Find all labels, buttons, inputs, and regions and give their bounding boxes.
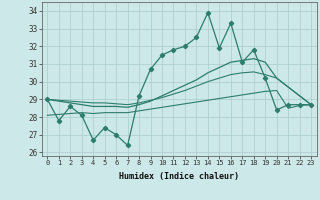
X-axis label: Humidex (Indice chaleur): Humidex (Indice chaleur) (119, 172, 239, 181)
